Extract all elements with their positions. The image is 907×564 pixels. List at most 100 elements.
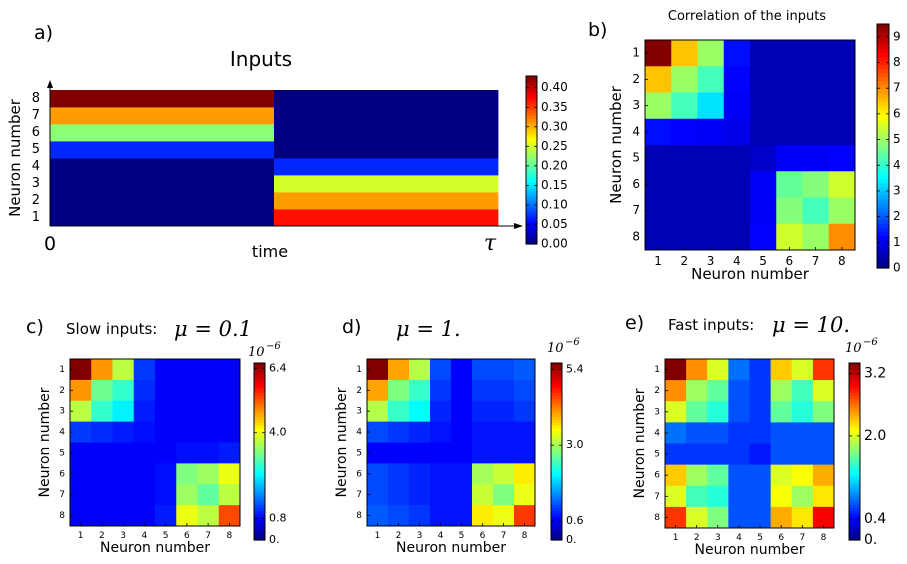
heatmap-cell	[686, 380, 708, 402]
colorbar-c-band	[254, 430, 265, 435]
colorbar-b-band	[877, 255, 889, 261]
colorbar-b-band	[877, 97, 889, 102]
colorbar-d-tick-label: 0.	[566, 533, 577, 546]
colorbar-d-band	[551, 531, 562, 535]
colorbar-a-band	[526, 218, 537, 223]
heatmap-cell	[791, 422, 814, 444]
colorbar-d-tick-label: 5.4	[566, 362, 584, 375]
colorbar-a-band	[526, 106, 537, 111]
colorbar-c-band	[254, 510, 265, 515]
colorbar-e-band	[849, 383, 860, 388]
heatmap-cell	[812, 464, 835, 487]
colorbar-e-band	[849, 392, 860, 397]
colorbar-b-band	[877, 162, 889, 167]
heatmap-cell	[155, 505, 177, 527]
heatmap-cell	[493, 505, 515, 527]
colorbar-d-band	[551, 516, 562, 520]
heatmap-cell	[472, 442, 494, 464]
x-tick-label: 6	[480, 531, 486, 541]
colorbar-c-band	[254, 519, 265, 523]
heatmap-cell	[749, 380, 772, 402]
y-tick-label: 1	[59, 365, 65, 375]
heatmap-cell	[176, 463, 198, 485]
colorbar-e-band	[849, 528, 860, 532]
x-tick-label: 8	[522, 531, 528, 541]
heatmap-cell	[776, 92, 803, 120]
colorbar-b-tick-label: 7	[893, 81, 901, 95]
heatmap-cell	[218, 442, 241, 464]
colorbar-a-band	[526, 171, 537, 175]
heatmap-cell	[133, 505, 156, 527]
colorbar-c-band	[254, 501, 265, 506]
colorbar-a-band	[526, 241, 537, 245]
colorbar-a-band	[526, 81, 537, 85]
colorbar-a-band	[526, 78, 537, 83]
colorbar-e-band	[849, 516, 860, 520]
heatmap-cell	[218, 359, 241, 381]
colorbar-d-band	[551, 501, 562, 506]
colorbar-d-band	[551, 507, 562, 512]
heatmap-cell	[472, 484, 494, 506]
colorbar-c-band	[254, 483, 265, 488]
colorbar-d-band	[551, 457, 562, 461]
x-tick-label: 4	[438, 531, 444, 541]
heatmap-cell	[750, 92, 777, 120]
heatmap-cell	[112, 421, 135, 443]
heatmap-cell	[409, 442, 431, 464]
heatmap-cell	[750, 118, 777, 146]
colorbar-d-band	[551, 483, 562, 488]
colorbar-e-band	[849, 380, 860, 385]
heatmap-cell	[728, 401, 750, 423]
colorbar-d-band	[551, 427, 562, 432]
colorbar-b-band	[877, 113, 889, 119]
heatmap-cell	[176, 484, 198, 506]
input-segment	[274, 141, 499, 159]
heatmap-cell	[367, 359, 389, 381]
heatmap-cell	[218, 400, 241, 423]
colorbar-a-band	[526, 213, 537, 217]
x-tick-label: 7	[812, 254, 820, 268]
heatmap-cell	[197, 484, 220, 506]
y-tick-label: 8	[356, 511, 362, 521]
heatmap-cell	[750, 171, 777, 198]
heatmap-cell	[155, 421, 177, 443]
colorbar-b-tick-label: 6	[893, 106, 901, 120]
colorbar-c-band	[254, 492, 265, 497]
heatmap-cell	[388, 359, 410, 381]
heatmap-cell	[828, 223, 856, 251]
heatmap-cell	[176, 400, 198, 423]
colorbar-d-band	[551, 389, 562, 394]
heatmap-cell	[776, 145, 803, 172]
title-math-e: μ = 10.	[772, 313, 850, 337]
heatmap-cell	[802, 118, 830, 146]
y-axis-label: Neuron number	[607, 85, 625, 204]
colorbar-a-band	[526, 168, 537, 172]
colorbar-c-band	[254, 469, 265, 473]
chart-title-a: Inputs	[230, 47, 292, 71]
colorbar-c-band	[254, 427, 265, 432]
colorbar-e-band	[849, 445, 860, 450]
heatmap-cell	[749, 485, 772, 508]
input-segment	[50, 192, 275, 210]
colorbar-e-band	[849, 457, 860, 461]
y-tick-label: 4	[632, 124, 640, 138]
heatmap-cell	[802, 92, 830, 120]
colorbar-b-tick-label: 8	[893, 55, 901, 69]
colorbar-c-band	[254, 442, 265, 447]
colorbar-d-band	[551, 422, 562, 426]
colorbar-d-tick-label: 3.0	[566, 438, 584, 451]
heatmap-cell	[728, 380, 750, 402]
heatmap-cell	[493, 421, 515, 443]
heatmap-cell	[367, 463, 389, 485]
colorbar-c-band	[254, 433, 265, 438]
colorbar-d-band	[551, 386, 562, 391]
heatmap-cell	[686, 464, 708, 487]
colorbar-e-band	[849, 404, 860, 408]
colorbar-c-band	[254, 472, 265, 476]
colorbar-b-band	[877, 211, 889, 216]
colorbar-d-band	[551, 368, 562, 373]
heatmap-cell	[409, 400, 431, 423]
heatmap-cell	[697, 145, 725, 172]
colorbar-a-band	[526, 95, 537, 99]
heatmap-cell	[91, 421, 113, 443]
